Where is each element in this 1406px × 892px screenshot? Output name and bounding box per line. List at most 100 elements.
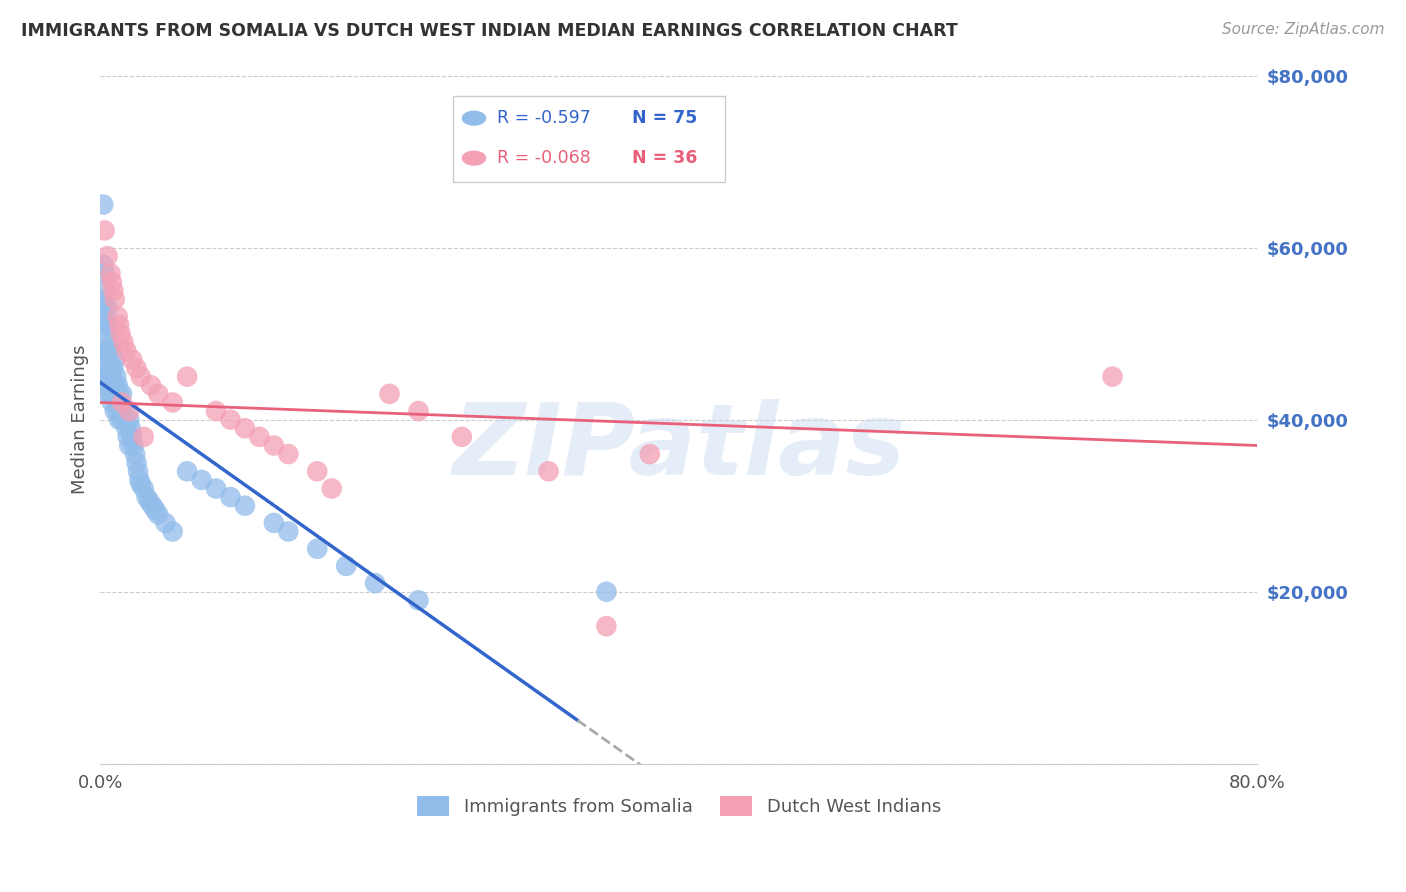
Point	[90, 369, 112, 384]
Point	[97, 352, 120, 367]
Point	[97, 326, 120, 341]
Point	[139, 378, 162, 392]
Point	[263, 516, 285, 530]
Point	[104, 404, 127, 418]
Point	[105, 369, 128, 384]
Point	[108, 318, 131, 332]
Legend: Immigrants from Somalia, Dutch West Indians: Immigrants from Somalia, Dutch West Indi…	[409, 789, 948, 823]
Point	[101, 395, 124, 409]
Point	[638, 447, 661, 461]
Point	[112, 335, 135, 350]
Point	[450, 430, 472, 444]
Point	[121, 430, 143, 444]
Text: ZIPatlas: ZIPatlas	[453, 399, 905, 496]
Point	[176, 464, 198, 478]
Point	[111, 412, 134, 426]
Point	[335, 558, 357, 573]
Point	[110, 326, 132, 341]
Point	[98, 343, 121, 358]
Point	[321, 482, 343, 496]
Point	[107, 310, 129, 324]
Point	[91, 258, 114, 272]
Point	[128, 473, 150, 487]
Point	[93, 343, 115, 358]
Point	[378, 387, 401, 401]
Point	[94, 284, 117, 298]
Point	[233, 421, 256, 435]
Circle shape	[463, 152, 485, 165]
Point	[176, 369, 198, 384]
Point	[101, 343, 124, 358]
Point	[118, 412, 141, 426]
Text: Source: ZipAtlas.com: Source: ZipAtlas.com	[1222, 22, 1385, 37]
Point	[162, 524, 184, 539]
Point	[101, 369, 124, 384]
Point	[205, 482, 228, 496]
Point	[104, 352, 127, 367]
Point	[97, 378, 120, 392]
Point	[103, 361, 125, 376]
Point	[97, 301, 120, 315]
Point	[408, 593, 430, 607]
Point	[107, 378, 129, 392]
Point	[94, 310, 117, 324]
Point	[120, 421, 142, 435]
Point	[247, 430, 270, 444]
Point	[190, 473, 212, 487]
Point	[155, 516, 177, 530]
Point	[595, 619, 617, 633]
Point	[408, 404, 430, 418]
Point	[132, 430, 155, 444]
Point	[121, 352, 143, 367]
Point	[125, 361, 148, 376]
Point	[122, 438, 145, 452]
Point	[143, 503, 166, 517]
Point	[112, 404, 135, 418]
Point	[125, 456, 148, 470]
Point	[98, 318, 121, 332]
Point	[1101, 369, 1123, 384]
Point	[107, 404, 129, 418]
Point	[114, 412, 136, 426]
Point	[141, 499, 163, 513]
Point	[117, 430, 139, 444]
Point	[105, 395, 128, 409]
Point	[162, 395, 184, 409]
Point	[108, 412, 131, 426]
Point	[111, 395, 134, 409]
Point	[115, 343, 138, 358]
Point	[98, 369, 121, 384]
Text: N = 36: N = 36	[633, 149, 697, 167]
Point	[100, 387, 122, 401]
Point	[91, 301, 114, 315]
Point	[364, 576, 387, 591]
Point	[93, 267, 115, 281]
Y-axis label: Median Earnings: Median Earnings	[72, 345, 89, 494]
Text: R = -0.597: R = -0.597	[498, 109, 591, 128]
Point	[219, 490, 242, 504]
Point	[103, 284, 125, 298]
Point	[135, 490, 157, 504]
Point	[94, 369, 117, 384]
Point	[307, 464, 329, 478]
Point	[94, 343, 117, 358]
Point	[263, 438, 285, 452]
Point	[148, 508, 170, 522]
Point	[101, 275, 124, 289]
Point	[124, 447, 146, 461]
Point	[277, 524, 299, 539]
Point	[118, 404, 141, 418]
Point	[104, 292, 127, 306]
Text: IMMIGRANTS FROM SOMALIA VS DUTCH WEST INDIAN MEDIAN EARNINGS CORRELATION CHART: IMMIGRANTS FROM SOMALIA VS DUTCH WEST IN…	[21, 22, 957, 40]
Circle shape	[463, 112, 485, 125]
Point	[129, 477, 152, 491]
FancyBboxPatch shape	[453, 96, 725, 182]
Point	[103, 387, 125, 401]
Point	[138, 494, 160, 508]
Point	[115, 421, 138, 435]
Point	[233, 499, 256, 513]
Point	[104, 378, 127, 392]
Point	[148, 387, 170, 401]
Point	[93, 318, 115, 332]
Point	[111, 387, 134, 401]
